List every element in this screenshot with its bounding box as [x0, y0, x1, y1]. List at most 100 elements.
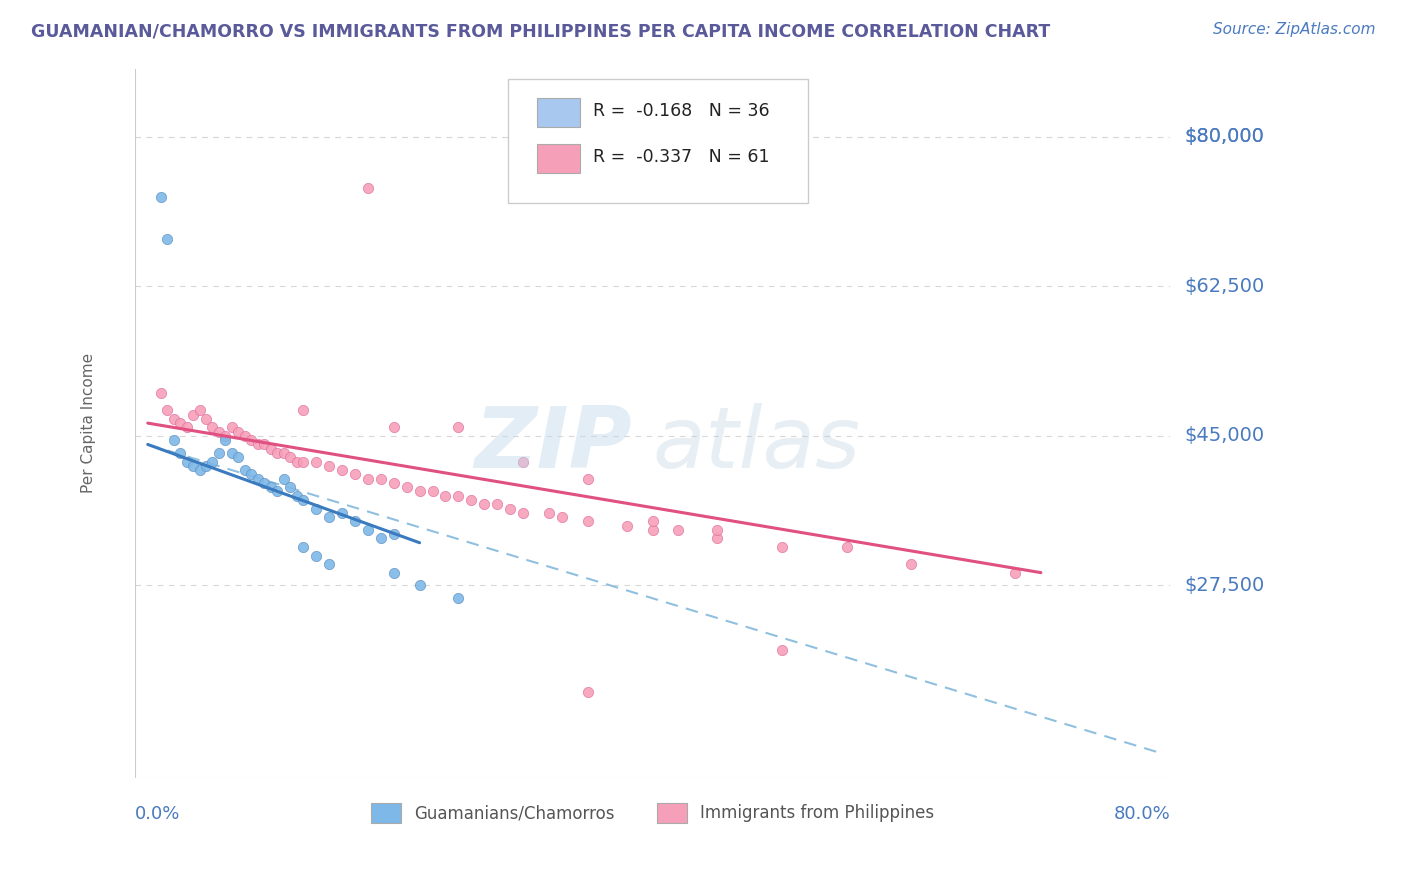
Point [149, 386, 172, 401]
Point [318, 458, 340, 473]
Point [214, 429, 236, 443]
Point [382, 566, 405, 580]
Text: $45,000: $45,000 [1184, 426, 1264, 445]
Point [357, 181, 380, 195]
Text: Source: ZipAtlas.com: Source: ZipAtlas.com [1212, 22, 1375, 37]
Point [278, 450, 301, 465]
Point [551, 510, 574, 524]
Point [434, 489, 457, 503]
Point [486, 497, 509, 511]
Point [512, 454, 534, 468]
Point [305, 501, 328, 516]
Point [266, 446, 288, 460]
Point [357, 472, 380, 486]
Point [201, 454, 224, 468]
Point [330, 506, 353, 520]
Point [266, 484, 288, 499]
Point [305, 549, 328, 563]
Point [208, 425, 231, 439]
Point [201, 420, 224, 434]
Legend: Guamanians/Chamorros, Immigrants from Philippines: Guamanians/Chamorros, Immigrants from Ph… [371, 804, 934, 822]
Point [576, 685, 599, 699]
Point [770, 642, 793, 657]
Text: R =  -0.168   N = 36: R = -0.168 N = 36 [592, 102, 769, 120]
Text: $27,500: $27,500 [1184, 576, 1264, 595]
Text: $80,000: $80,000 [1184, 128, 1264, 146]
Point [260, 442, 283, 456]
Point [176, 420, 198, 434]
Point [253, 475, 276, 490]
Point [472, 497, 495, 511]
Point [499, 501, 522, 516]
Point [343, 514, 366, 528]
Point [208, 446, 231, 460]
Point [188, 463, 211, 477]
Point [512, 506, 534, 520]
Point [278, 480, 301, 494]
Point [149, 189, 172, 203]
Point [641, 523, 664, 537]
Point [770, 540, 793, 554]
Point [181, 458, 204, 473]
Point [576, 472, 599, 486]
Point [221, 446, 243, 460]
Text: R =  -0.337   N = 61: R = -0.337 N = 61 [592, 148, 769, 166]
Point [357, 523, 380, 537]
Point [285, 454, 308, 468]
Point [706, 532, 728, 546]
Point [447, 489, 470, 503]
Point [285, 489, 308, 503]
Point [835, 540, 858, 554]
Point [460, 493, 482, 508]
Point [188, 403, 211, 417]
FancyBboxPatch shape [508, 79, 808, 203]
Point [195, 412, 218, 426]
Text: ZIP: ZIP [474, 403, 631, 486]
Text: $62,500: $62,500 [1184, 277, 1264, 296]
Text: 0.0%: 0.0% [135, 805, 180, 823]
Point [195, 458, 218, 473]
Point [169, 416, 191, 430]
Point [253, 437, 276, 451]
Point [408, 484, 430, 499]
Point [228, 450, 250, 465]
Point [668, 523, 690, 537]
Point [240, 433, 263, 447]
Point [228, 425, 250, 439]
Point [318, 510, 340, 524]
Point [260, 480, 283, 494]
Point [221, 420, 243, 434]
Point [447, 420, 470, 434]
Point [240, 467, 263, 482]
Point [706, 523, 728, 537]
Point [1004, 566, 1026, 580]
Point [273, 472, 295, 486]
Point [382, 420, 405, 434]
Point [233, 463, 256, 477]
Point [537, 506, 560, 520]
Text: atlas: atlas [652, 403, 860, 486]
Point [422, 484, 444, 499]
Point [292, 454, 315, 468]
Point [447, 591, 470, 606]
Point [641, 514, 664, 528]
FancyBboxPatch shape [537, 145, 581, 173]
Point [169, 446, 191, 460]
Text: 80.0%: 80.0% [1114, 805, 1170, 823]
Text: Per Capita Income: Per Capita Income [80, 353, 96, 493]
Point [176, 454, 198, 468]
Text: GUAMANIAN/CHAMORRO VS IMMIGRANTS FROM PHILIPPINES PER CAPITA INCOME CORRELATION : GUAMANIAN/CHAMORRO VS IMMIGRANTS FROM PH… [31, 22, 1050, 40]
Point [246, 437, 269, 451]
Point [246, 472, 269, 486]
Point [292, 540, 315, 554]
Point [576, 514, 599, 528]
Point [273, 446, 295, 460]
Point [408, 578, 430, 592]
Point [318, 557, 340, 571]
Point [900, 557, 922, 571]
Point [181, 408, 204, 422]
Point [382, 527, 405, 541]
Point [305, 454, 328, 468]
Point [616, 518, 638, 533]
Point [162, 412, 184, 426]
